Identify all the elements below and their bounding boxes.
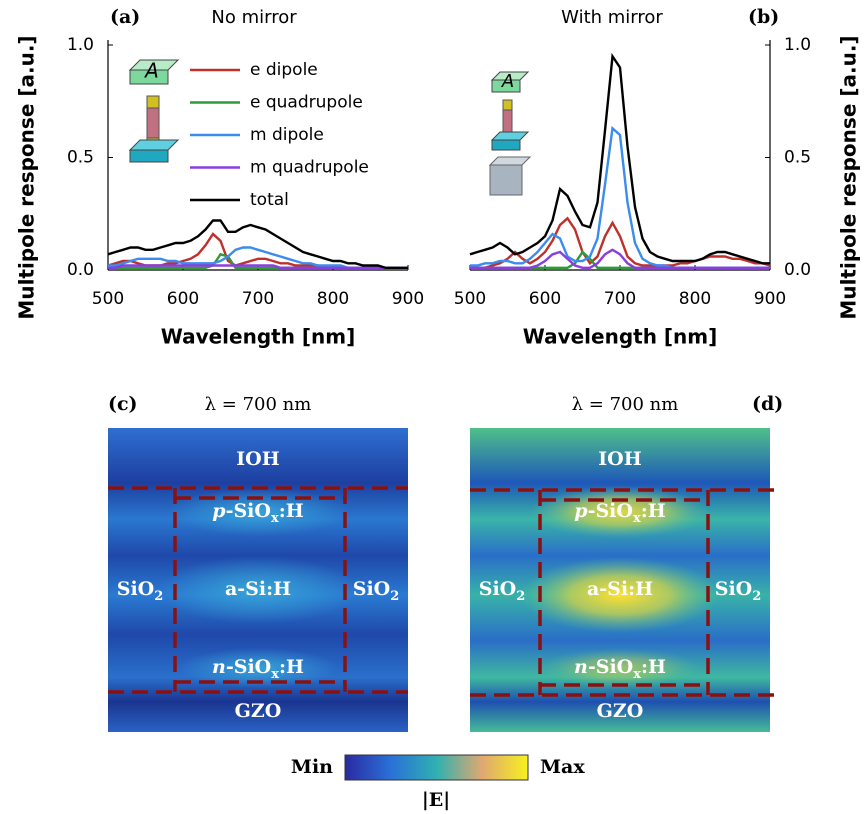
inset-icon-a: A xyxy=(128,59,180,163)
series-line xyxy=(108,264,408,269)
label-sub: 2 xyxy=(516,589,525,604)
label-part: :H xyxy=(279,656,304,678)
panel-label: (b) xyxy=(748,6,779,28)
x-tick-label: 500 xyxy=(454,289,486,309)
label-part: :H xyxy=(279,500,304,522)
series-line xyxy=(470,216,771,269)
legend-label: m quadrupole xyxy=(250,158,369,178)
map-label: SiO2 xyxy=(353,578,400,604)
map-title: λ = 700 nm xyxy=(205,394,312,415)
label-part: SiO xyxy=(117,578,155,600)
label-part: n xyxy=(212,656,226,678)
y-axis-label: Multipole response [a.u.] xyxy=(837,35,861,319)
colorbar-label: |E| xyxy=(422,789,450,811)
map-label: SiO2 xyxy=(715,578,762,604)
y-tick-label: 1.0 xyxy=(67,35,94,55)
label-part: SiO xyxy=(479,578,517,600)
map-label: GZO xyxy=(597,700,644,722)
colorbar-max: Max xyxy=(540,756,585,778)
label-sub: x xyxy=(271,667,279,682)
label-sub: x xyxy=(633,667,641,682)
x-tick-label: 800 xyxy=(317,289,349,309)
y-axis-label: Multipole response [a.u.] xyxy=(15,35,39,319)
label-part: a-Si:H xyxy=(225,578,291,600)
label-sub: x xyxy=(633,511,641,526)
map-label: a-Si:H xyxy=(587,578,653,600)
field-map-d xyxy=(470,428,775,732)
map-label: p-SiOx:H xyxy=(212,500,303,526)
x-tick-label: 600 xyxy=(529,289,561,309)
label-part: GZO xyxy=(597,700,644,722)
label-part: p xyxy=(212,500,226,522)
y-tick-label: 0.5 xyxy=(784,148,811,168)
label-part: :H xyxy=(641,500,666,522)
label-part: -SiO xyxy=(588,500,633,522)
label-part: IOH xyxy=(598,448,641,470)
field-map-c xyxy=(108,428,408,732)
label-part: :H xyxy=(641,656,666,678)
label-part: p xyxy=(574,500,588,522)
legend-label: e quadrupole xyxy=(250,93,363,113)
panel-label: (d) xyxy=(752,393,783,415)
y-tick-label: 0.0 xyxy=(784,260,811,280)
map-label: n-SiOx:H xyxy=(212,656,304,682)
colorbar-min: Min xyxy=(291,756,333,778)
y-tick-label: 1.0 xyxy=(784,35,811,55)
x-axis-label: Wavelength [nm] xyxy=(161,325,356,349)
label-sub: 2 xyxy=(752,589,761,604)
label-part: SiO xyxy=(715,578,753,600)
svg-text:A: A xyxy=(501,71,514,92)
legend-label: total xyxy=(250,190,289,210)
map-label: SiO2 xyxy=(117,578,164,604)
series-line xyxy=(469,52,770,265)
label-sub: x xyxy=(271,511,279,526)
panel-label: (a) xyxy=(110,6,140,28)
panel-label: (c) xyxy=(108,393,138,415)
series-line xyxy=(470,248,770,269)
map-label: p-SiOx:H xyxy=(574,500,665,526)
x-tick-label: 900 xyxy=(392,289,424,309)
label-part: GZO xyxy=(235,700,282,722)
map-label: SiO2 xyxy=(479,578,526,604)
label-part: SiO xyxy=(353,578,391,600)
map-title: λ = 700 nm xyxy=(572,394,679,415)
svg-text:A: A xyxy=(143,59,159,83)
map-label: a-Si:H xyxy=(225,578,291,600)
series-line xyxy=(107,219,408,269)
colorbar xyxy=(344,754,529,781)
chart-title: With mirror xyxy=(561,7,663,28)
legend-label: e dipole xyxy=(250,60,318,80)
x-tick-label: 700 xyxy=(242,289,274,309)
x-tick-label: 500 xyxy=(92,289,124,309)
y-tick-label: 0.5 xyxy=(67,148,94,168)
map-label: n-SiOx:H xyxy=(574,656,666,682)
x-tick-label: 900 xyxy=(754,289,786,309)
label-sub: 2 xyxy=(154,589,163,604)
y-tick-label: 0.0 xyxy=(67,260,94,280)
label-part: -SiO xyxy=(226,500,271,522)
x-tick-label: 600 xyxy=(167,289,199,309)
x-tick-label: 800 xyxy=(679,289,711,309)
chart-title: No mirror xyxy=(211,7,297,28)
label-part: -SiO xyxy=(588,656,633,678)
map-label: GZO xyxy=(235,700,282,722)
label-part: n xyxy=(574,656,588,678)
inset-icon-b: A xyxy=(488,71,532,196)
label-sub: 2 xyxy=(390,589,399,604)
label-part: IOH xyxy=(236,448,279,470)
map-label: IOH xyxy=(236,448,279,470)
label-part: -SiO xyxy=(226,656,271,678)
x-tick-label: 700 xyxy=(604,289,636,309)
legend-label: m dipole xyxy=(250,125,324,145)
map-label: IOH xyxy=(598,448,641,470)
x-axis-label: Wavelength [nm] xyxy=(523,325,718,349)
label-part: a-Si:H xyxy=(587,578,653,600)
